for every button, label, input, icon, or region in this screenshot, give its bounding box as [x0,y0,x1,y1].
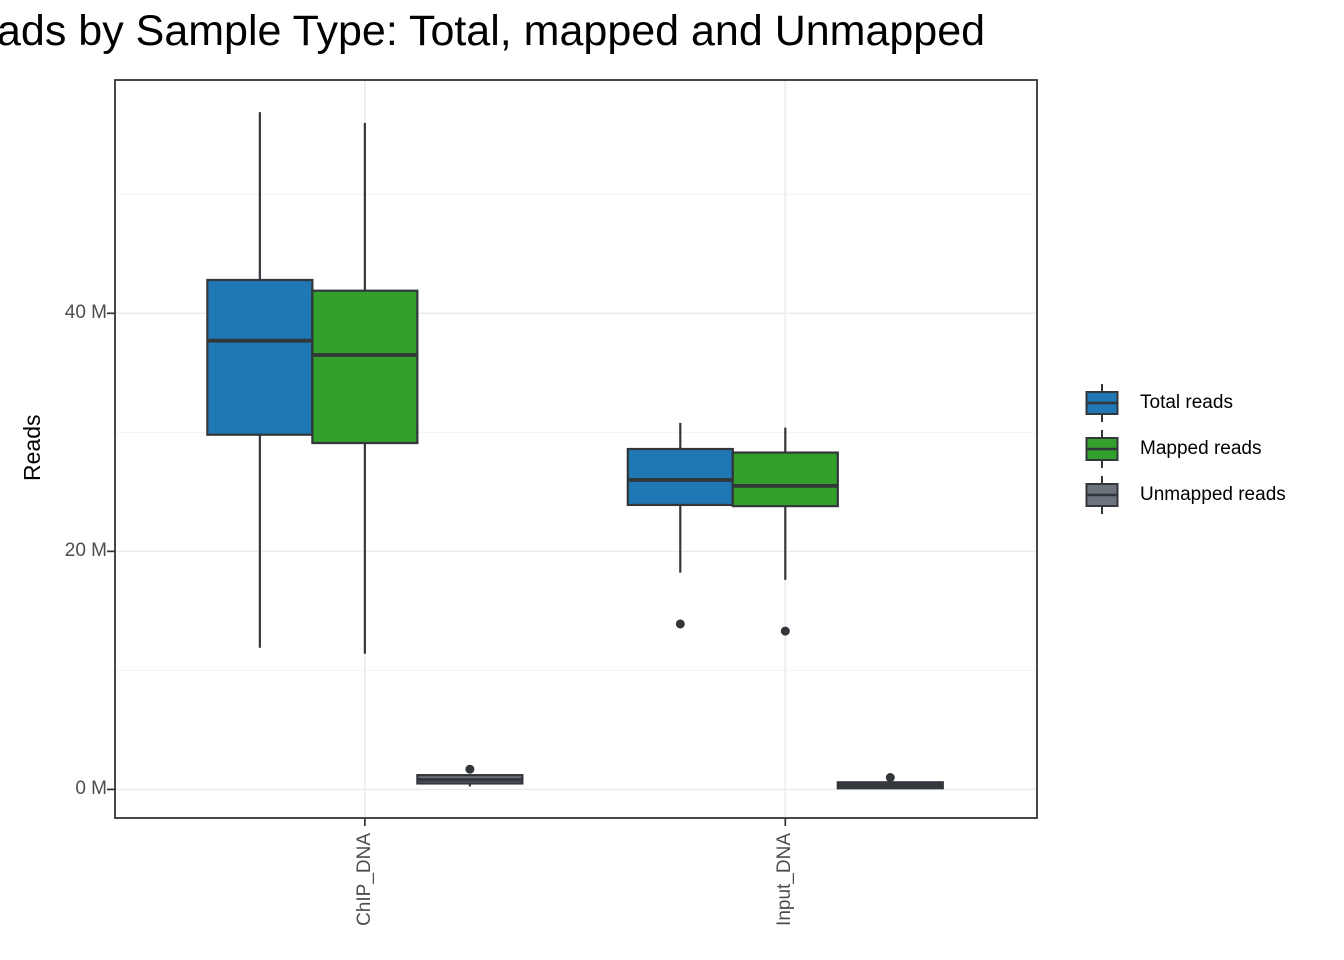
y-tick-label-40m: 40 M [64,302,107,324]
iqr-box [311,289,419,445]
boxplot-key-icon [1085,384,1119,422]
legend-label: Mapped reads [1140,438,1262,459]
outlier-dot [780,626,790,636]
panel-background [115,80,1037,818]
boxplot-input_dna-total-reads [626,422,734,629]
chart-title: ads by Sample Type: Total, mapped and Un… [0,7,986,55]
boxplot-chip_dna-unmapped-reads [416,764,524,787]
legend-item-mapped-reads: Mapped reads [1085,429,1286,469]
x-tick-label-input-dna: Input_DNA [774,833,796,926]
y-tick-label-0m: 0 M [75,778,107,800]
iqr-box [731,451,839,508]
boxplot-key-icon [1085,476,1119,514]
x-tick-label-chip-dna: ChIP_DNA [353,833,375,926]
legend-item-total-reads: Total reads [1085,383,1286,423]
outlier-dot [675,619,685,629]
boxplot-chip_dna-total-reads [206,112,314,648]
legend-label: Total reads [1140,392,1233,413]
iqr-box [626,447,734,507]
legend: Total reads Mapped reads Unmapped reads [1085,383,1286,521]
panel-border [114,79,1038,819]
legend-item-unmapped-reads: Unmapped reads [1085,475,1286,515]
outlier-dot [885,773,895,783]
y-tick-label-20m: 20 M [64,540,107,562]
outlier-dot [465,764,475,774]
boxplot-input_dna-unmapped-reads [836,773,944,790]
iqr-box [206,278,314,436]
boxplot-key-icon [1085,430,1119,468]
boxplot-chip_dna-mapped-reads [311,122,419,654]
boxplot-input_dna-mapped-reads [731,427,839,636]
legend-label: Unmapped reads [1140,484,1286,505]
